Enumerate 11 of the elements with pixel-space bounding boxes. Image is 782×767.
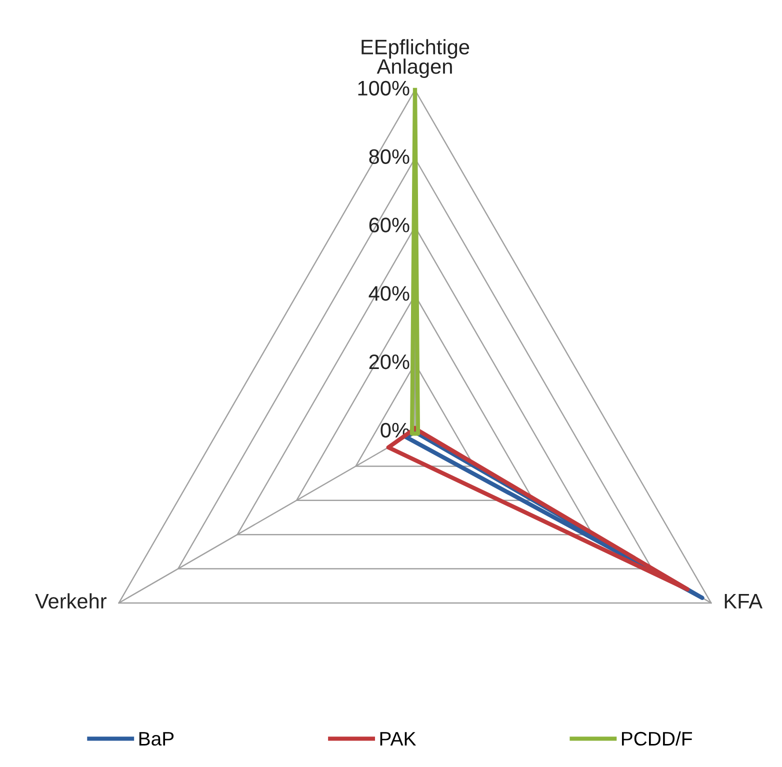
y-tick-label: 80%: [369, 149, 410, 164]
y-tick-label: 40%: [368, 286, 410, 301]
y-tick-label: 60%: [369, 218, 410, 232]
legend-label: BaP: [139, 732, 174, 746]
spoke-label: EEpflichtige Anlagen: [362, 39, 470, 78]
spoke-label: KFA: [724, 594, 763, 608]
legend-label: PCDD/F: [622, 731, 692, 746]
y-tick-label: 20%: [369, 354, 410, 370]
spoke-label: Verkehr: [35, 593, 106, 609]
y-tick-label: 100%: [358, 80, 410, 96]
legend-label: PAK: [380, 732, 416, 746]
